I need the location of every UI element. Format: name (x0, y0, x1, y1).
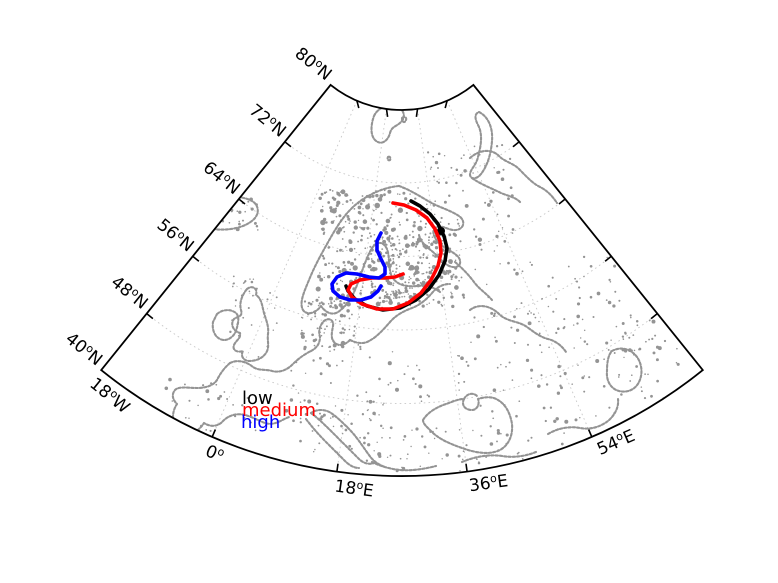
coast-svalbard (370, 104, 405, 144)
parallel-72n (284, 141, 520, 184)
coast-volga (468, 305, 568, 354)
coast-ireland (211, 309, 240, 342)
tick-bottom-36e (465, 463, 468, 472)
tick-left-48n (146, 312, 154, 320)
parallel-label-72n: 72oN (245, 100, 290, 142)
legend-label-low: low (242, 388, 273, 409)
graticule (146, 100, 658, 472)
coast-azov (462, 392, 480, 401)
map-frame (99, 83, 705, 477)
tick-top-54e (444, 100, 448, 109)
meridian-54e (446, 100, 593, 437)
tick-top-36e (415, 108, 419, 118)
axis-labels: 80oN 72oN 64oN 56oN 48oN 40oN 18oW 0o 18… (61, 43, 638, 502)
coast-caspian-north (546, 397, 620, 436)
parallel-label-64n: 64oN (199, 157, 244, 199)
coast-italy-west (304, 417, 361, 470)
coast-baltic-east (348, 282, 452, 345)
meridian-0e (211, 100, 358, 437)
coast-kanin (468, 149, 559, 205)
tick-right-56n (604, 255, 612, 262)
parallel-64n (238, 198, 566, 257)
coast-turkey (460, 450, 538, 464)
tick-bottom-0e (211, 429, 217, 438)
parallel-label-80n: 80oN (291, 43, 336, 85)
legend-label-high: high (241, 412, 280, 433)
coast-novaya-zemlya (468, 110, 494, 180)
tick-left-72n (284, 141, 292, 148)
trajectory-medium (346, 201, 443, 311)
map-area: low medium high (146, 100, 680, 473)
parallel-label-48n: 48oN (107, 272, 152, 314)
coast-aegean (370, 460, 438, 472)
coast-italy-east (309, 411, 376, 465)
trajectories (330, 199, 449, 312)
meridian-36e (417, 108, 468, 472)
tick-top-0e (356, 100, 360, 109)
tick-right-48n (650, 312, 658, 320)
coast-adriatic-balkan (309, 408, 387, 469)
tick-top-18e (385, 108, 389, 118)
coast-dvina (453, 260, 494, 302)
legend-label-medium: medium (242, 400, 316, 421)
tick-right-64n (558, 198, 566, 205)
tick-bottom-18e (336, 463, 339, 472)
parallel-label-40n: 40oN (61, 328, 106, 370)
coast-black-sea (421, 396, 514, 454)
trajectory-high (330, 231, 387, 302)
meridian-label-0: 0o (202, 441, 227, 467)
coast-iceland (188, 193, 259, 231)
parallel-48n (146, 313, 658, 404)
meridian-label-18w: 18oW (86, 373, 135, 418)
coast-svalbard-islets (386, 115, 408, 162)
meridian-18e (336, 108, 387, 472)
tick-left-64n (238, 198, 246, 205)
coast-great-britain (231, 286, 270, 363)
meridian-label-54e: 54oE (594, 425, 638, 460)
coast-continent-west (228, 349, 313, 373)
meridian-label-36e: 36oE (468, 470, 510, 496)
legend: low medium high (241, 388, 316, 433)
coast-jutland (309, 318, 352, 353)
tick-right-72n (512, 141, 520, 148)
tick-left-56n (192, 255, 200, 262)
frame-outline (99, 83, 705, 477)
trajectory-marker-low (437, 227, 445, 235)
meridian-label-18e: 18oE (333, 476, 375, 502)
parallel-56n (192, 255, 612, 331)
coast-caspian (605, 347, 643, 393)
tick-bottom-54e (587, 429, 593, 438)
parallel-label-56n: 56oN (153, 214, 198, 256)
